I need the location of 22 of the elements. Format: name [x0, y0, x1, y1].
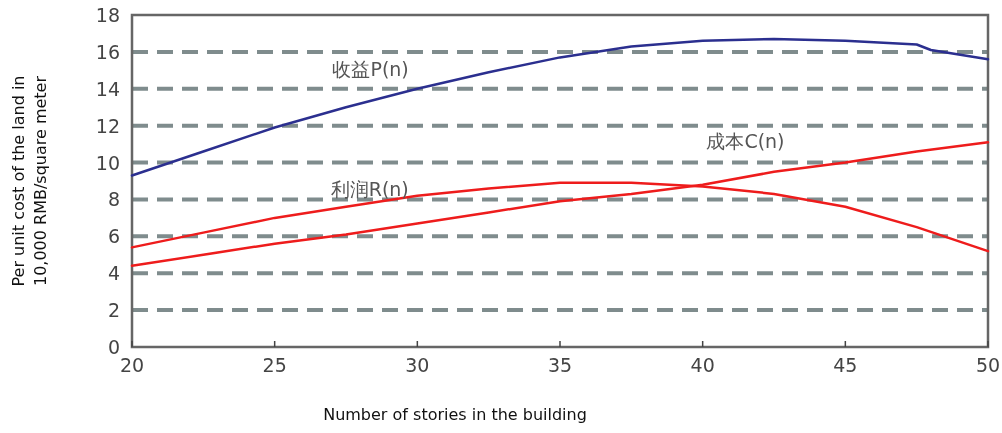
y-tick-label: 14 — [95, 77, 120, 100]
series-label: 利润R(n) — [330, 177, 409, 200]
y-tick-label: 0 — [107, 336, 120, 358]
series-label: 成本C(n) — [706, 129, 785, 152]
y-tick-label: 10 — [95, 151, 120, 174]
x-tick-label: 30 — [405, 354, 430, 376]
x-tick-label: 45 — [833, 354, 858, 376]
x-axis-title: Number of stories in the building — [323, 405, 587, 424]
x-tick-label: 40 — [690, 354, 715, 376]
y-tick-label: 8 — [107, 188, 120, 211]
y-tick-label: 16 — [95, 40, 120, 63]
x-tick-label: 50 — [975, 354, 1001, 376]
y-tick-label: 18 — [95, 4, 120, 26]
y-axis-title: Per unit cost of the land in 10,000 RMB/square meter — [9, 75, 50, 287]
y-tick-label: 12 — [95, 114, 120, 137]
series-label: 收益P(n) — [332, 57, 409, 80]
y-tick-label: 2 — [107, 299, 120, 322]
x-tick-label: 25 — [262, 354, 287, 376]
x-tick-label: 35 — [547, 354, 573, 376]
y-tick-label: 4 — [107, 262, 120, 285]
x-tick-label: 20 — [119, 354, 145, 376]
y-tick-label: 6 — [107, 225, 120, 248]
